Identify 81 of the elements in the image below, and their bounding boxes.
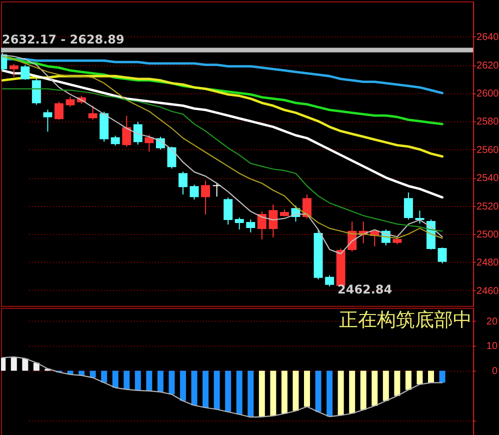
line-series (2, 88, 443, 232)
bar (180, 370, 186, 401)
bar (225, 370, 232, 412)
bar (372, 370, 378, 406)
bar (405, 370, 412, 390)
candlestick (268, 204, 278, 238)
bar (90, 370, 96, 378)
candlestick (110, 135, 120, 146)
bar (191, 370, 198, 406)
candlestick (32, 78, 41, 106)
bar (1, 358, 6, 371)
bar (338, 370, 344, 416)
bar (157, 370, 164, 392)
y-tick-label: 0 (492, 366, 498, 378)
y-tick-label: 2480 (476, 258, 499, 269)
line-series (2, 356, 443, 418)
annotation: 正在构筑底部中 (339, 308, 472, 331)
candlestick (404, 192, 413, 220)
bar (101, 370, 108, 383)
candlestick (43, 109, 52, 132)
candlestick (122, 115, 132, 148)
bar (22, 358, 28, 371)
bar (112, 370, 118, 388)
candlestick (133, 121, 142, 146)
y-tick-label: 2460 (476, 286, 499, 297)
bar (349, 370, 356, 414)
bar (304, 370, 310, 407)
bar (214, 370, 220, 410)
candlestick (438, 246, 447, 264)
candlestick (167, 146, 176, 170)
y-tick-label: 20 (486, 316, 498, 328)
bar (258, 370, 265, 417)
candlestick (178, 171, 188, 195)
y-tick-label: 2580 (476, 116, 499, 128)
line-series (1, 74, 444, 158)
bar (134, 370, 141, 390)
bar (10, 356, 17, 371)
candlestick (224, 197, 233, 226)
bar (33, 362, 40, 371)
candlestick (66, 96, 75, 108)
candlestick (246, 218, 256, 233)
candlestick (257, 211, 266, 240)
bar (270, 370, 276, 416)
bar (248, 370, 254, 418)
bar (124, 370, 130, 390)
bar (382, 370, 389, 401)
y-tick-label: 2500 (476, 229, 499, 240)
candlestick (212, 183, 222, 198)
candlestick (325, 274, 334, 287)
y-tick-label: 2540 (476, 173, 499, 184)
candlestick (9, 63, 18, 78)
candlestick (190, 184, 199, 200)
candlestick (54, 101, 64, 120)
bar (236, 370, 242, 414)
candlestick (88, 105, 98, 120)
bar (202, 370, 209, 408)
y-tick-label: 2620 (476, 60, 499, 72)
bar (326, 370, 333, 417)
bar (394, 370, 400, 396)
candlestick (415, 210, 424, 224)
candlestick (201, 180, 210, 216)
y-tick-label: 2520 (476, 201, 499, 212)
y-tick-label: 2560 (476, 144, 499, 156)
bar (146, 370, 152, 391)
bar (428, 370, 434, 383)
candlestick (144, 134, 154, 152)
bar (416, 370, 423, 384)
y-tick-label: 10 (486, 341, 498, 352)
bar (168, 370, 175, 394)
bar (315, 370, 322, 412)
bar (439, 370, 446, 383)
bar (360, 370, 366, 410)
annotation: 2462.84 (338, 282, 392, 296)
bar (281, 370, 288, 414)
y-tick-label: 2600 (476, 88, 499, 100)
line-series (1, 69, 444, 199)
bar (292, 370, 299, 411)
band-label: 2632.17 - 2628.89 (2, 32, 124, 47)
candlestick (234, 216, 244, 230)
y-tick-label: 2640 (476, 32, 499, 44)
candlestick (20, 64, 30, 80)
